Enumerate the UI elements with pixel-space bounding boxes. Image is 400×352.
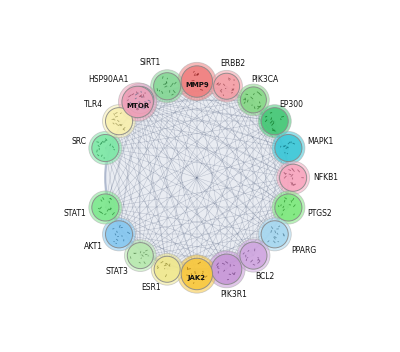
Circle shape [178, 62, 216, 101]
Circle shape [124, 240, 156, 271]
Text: SIRT1: SIRT1 [140, 58, 161, 67]
Text: HSP90AA1: HSP90AA1 [88, 75, 128, 83]
Circle shape [92, 134, 119, 162]
Text: MTOR: MTOR [126, 103, 149, 109]
Circle shape [106, 108, 132, 135]
Circle shape [151, 70, 184, 103]
Text: TLR4: TLR4 [84, 100, 103, 109]
Text: PIK3CA: PIK3CA [251, 75, 278, 84]
Circle shape [272, 132, 305, 165]
Circle shape [122, 86, 153, 118]
Circle shape [214, 73, 240, 99]
Circle shape [261, 221, 288, 248]
Circle shape [151, 253, 183, 285]
Circle shape [118, 83, 157, 121]
Circle shape [102, 218, 136, 251]
Text: ESR1: ESR1 [142, 283, 161, 292]
Circle shape [240, 242, 267, 269]
Text: PIK3R1: PIK3R1 [220, 290, 247, 300]
Text: MAPK1: MAPK1 [308, 137, 334, 146]
Circle shape [154, 256, 180, 282]
Text: PPARG: PPARG [291, 246, 316, 255]
Circle shape [275, 134, 302, 162]
Circle shape [211, 70, 242, 102]
Circle shape [258, 218, 291, 251]
Circle shape [127, 86, 154, 113]
Circle shape [154, 73, 181, 100]
Circle shape [181, 258, 212, 290]
Circle shape [208, 251, 245, 288]
Circle shape [237, 239, 270, 272]
Text: STAT3: STAT3 [106, 267, 129, 276]
Circle shape [238, 84, 269, 116]
Circle shape [258, 105, 291, 138]
Circle shape [240, 87, 266, 113]
Circle shape [89, 191, 122, 224]
Text: NFKB1: NFKB1 [313, 173, 338, 182]
Circle shape [89, 132, 122, 165]
Circle shape [106, 221, 132, 248]
Circle shape [124, 83, 157, 117]
Text: MMP9: MMP9 [185, 82, 209, 88]
Circle shape [280, 164, 307, 191]
Circle shape [276, 161, 310, 194]
Circle shape [275, 194, 302, 221]
Circle shape [212, 254, 242, 284]
Text: JAK2: JAK2 [188, 275, 206, 281]
Text: STAT1: STAT1 [64, 209, 86, 218]
Text: ERBB2: ERBB2 [220, 59, 245, 68]
Circle shape [181, 66, 212, 97]
Text: PTGS2: PTGS2 [308, 209, 332, 218]
Circle shape [178, 255, 216, 293]
Circle shape [127, 243, 153, 269]
Circle shape [261, 108, 288, 135]
Text: AKT1: AKT1 [84, 242, 103, 251]
Text: BCL2: BCL2 [256, 272, 275, 281]
Circle shape [92, 194, 119, 221]
Text: EP300: EP300 [279, 100, 303, 109]
Circle shape [105, 86, 288, 269]
Text: SRC: SRC [71, 137, 86, 146]
Circle shape [102, 105, 136, 138]
Circle shape [272, 191, 305, 224]
